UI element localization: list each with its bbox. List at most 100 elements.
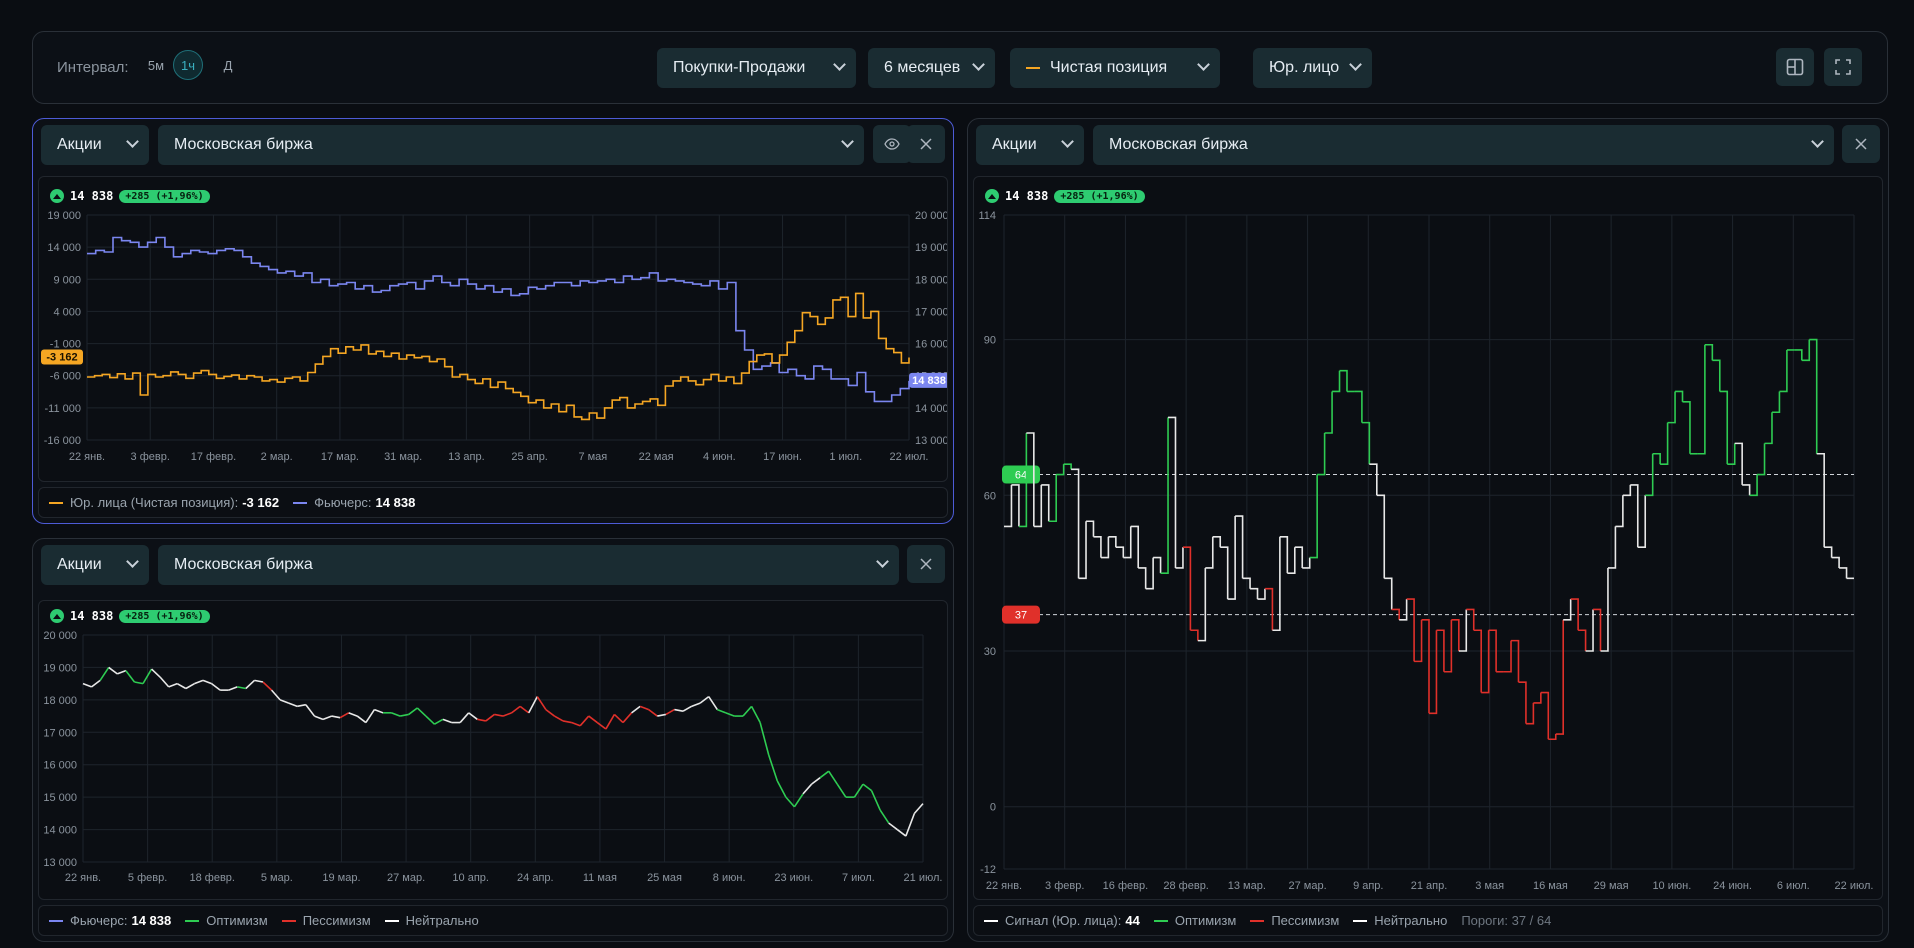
y-tick-label: 14 000 — [43, 825, 77, 837]
series-segment — [228, 686, 238, 691]
x-tick-label: 8 июн. — [713, 872, 746, 884]
series-segment — [1436, 629, 1445, 672]
entity-select[interactable]: Юр. лицо — [1253, 48, 1372, 88]
x-tick-label: 5 февр. — [128, 872, 167, 884]
series-segment — [1466, 608, 1475, 631]
interval-5m-button[interactable]: 5м — [147, 57, 165, 73]
fullscreen-button[interactable] — [1824, 48, 1862, 86]
y-tick-label: 14 000 — [915, 403, 947, 415]
asset-select[interactable]: Акции — [41, 545, 149, 585]
series-segment — [442, 718, 452, 724]
legend-line-icon — [384, 919, 399, 922]
series-segment — [1376, 494, 1386, 579]
close-icon — [920, 558, 932, 570]
y-tick-label: 13 000 — [43, 857, 77, 869]
x-tick-label: 22 июл. — [1835, 880, 1874, 892]
series-segment — [1481, 630, 1490, 694]
series-segment — [1078, 521, 1087, 580]
chart-panel-right: Акции Московская биржа 14 838 +285 (+1,9… — [967, 118, 1889, 942]
series-segment — [159, 676, 170, 688]
period-select[interactable]: 6 месяцев — [868, 48, 995, 88]
last-value-tag — [41, 349, 83, 365]
series-segment — [1108, 536, 1117, 548]
series-segment — [211, 683, 221, 691]
price-change-badge: +285 (+1,96%) — [1054, 189, 1145, 203]
series-segment — [888, 822, 898, 831]
series-segment — [1443, 619, 1453, 673]
series-segment — [1182, 546, 1192, 631]
x-tick-label: 25 апр. — [511, 451, 548, 463]
series-segment — [1749, 474, 1758, 497]
series-segment — [1235, 515, 1244, 579]
mode-select-value: Покупки-Продажи — [673, 59, 806, 76]
chart-area: 14 838 +285 (+1,96%) 114 90 60 30 0 -12 22 янв… — [973, 176, 1883, 900]
x-tick-label: 29 мая — [1594, 880, 1629, 892]
last-value-tag-text: -3 162 — [46, 351, 77, 363]
asset-select[interactable]: Акции — [976, 125, 1084, 165]
series-segment — [622, 712, 633, 724]
last-price: 14 838 — [70, 609, 114, 623]
series-segment — [1197, 567, 1207, 642]
x-tick-label: 22 янв. — [65, 872, 101, 884]
legend-line-icon — [293, 501, 308, 504]
series-segment — [502, 712, 512, 717]
interval-day-button[interactable]: Д — [223, 57, 233, 73]
series-segment — [1190, 629, 1199, 641]
x-tick-label: 13 апр. — [448, 451, 485, 463]
legend-label: Пессимизм — [302, 913, 371, 928]
series-segment — [1130, 525, 1140, 568]
legend-item-pessimism: Пессимизм — [281, 913, 371, 928]
close-panel-button[interactable] — [907, 545, 945, 583]
y-tick-label: 60 — [984, 490, 996, 502]
legend-line-icon — [49, 919, 63, 922]
series-segment — [322, 715, 332, 721]
series-segment — [1361, 421, 1371, 465]
series-segment — [1317, 433, 1326, 476]
x-tick-label: 3 февр. — [131, 451, 170, 463]
layout-button[interactable] — [1776, 48, 1814, 86]
series-segment — [485, 713, 495, 722]
entity-select-value: Юр. лицо — [1269, 59, 1340, 76]
interval-1h-button[interactable]: 1ч — [173, 50, 203, 80]
series-segment — [356, 715, 367, 724]
series-segment — [262, 681, 273, 691]
asset-select[interactable]: Акции — [41, 125, 149, 165]
y-tick-label: 18 000 — [43, 695, 77, 707]
series-segment — [1123, 526, 1132, 559]
close-panel-button[interactable] — [907, 125, 945, 163]
series-segment — [194, 679, 204, 685]
last-price: 14 838 — [70, 189, 114, 203]
series-segment — [717, 708, 727, 714]
visibility-button[interactable] — [873, 125, 911, 163]
exchange-select[interactable]: Московская биржа — [158, 545, 899, 585]
legend-item-futures: Фьючерс: 14 838 — [293, 495, 415, 510]
exchange-select-value: Московская биржа — [174, 556, 313, 573]
x-tick-label: 18 февр. — [189, 872, 234, 884]
layout-icon — [1786, 58, 1804, 76]
exchange-select[interactable]: Московская биржа — [1093, 125, 1834, 165]
series-segment — [785, 796, 796, 808]
mode-select[interactable]: Покупки-Продажи — [657, 48, 856, 88]
series-segment — [1645, 453, 1654, 497]
close-panel-button[interactable] — [1842, 125, 1880, 163]
y-tick-label: 30 — [984, 646, 996, 658]
series-segment — [1742, 484, 1751, 496]
asset-select-value: Акции — [992, 136, 1037, 153]
series-segment — [1168, 416, 1177, 568]
x-tick-label: 10 июн. — [1652, 880, 1691, 892]
series-segment — [913, 803, 924, 814]
series-segment — [639, 705, 649, 711]
series-segment — [1086, 520, 1095, 537]
series-segment — [1026, 432, 1035, 527]
position-select[interactable]: Чистая позиция — [1010, 48, 1220, 88]
y-tick-label: 16 000 — [915, 339, 947, 351]
legend-line-icon — [1153, 919, 1168, 922]
exchange-select[interactable]: Московская биржа — [158, 125, 864, 165]
series-segment — [185, 682, 195, 690]
series-segment — [108, 666, 118, 675]
series-segment — [1824, 546, 1833, 558]
series-segment — [1041, 484, 1050, 522]
series-segment — [1153, 556, 1162, 574]
series-segment — [528, 696, 538, 714]
y-tick-label: -1 000 — [50, 339, 81, 351]
